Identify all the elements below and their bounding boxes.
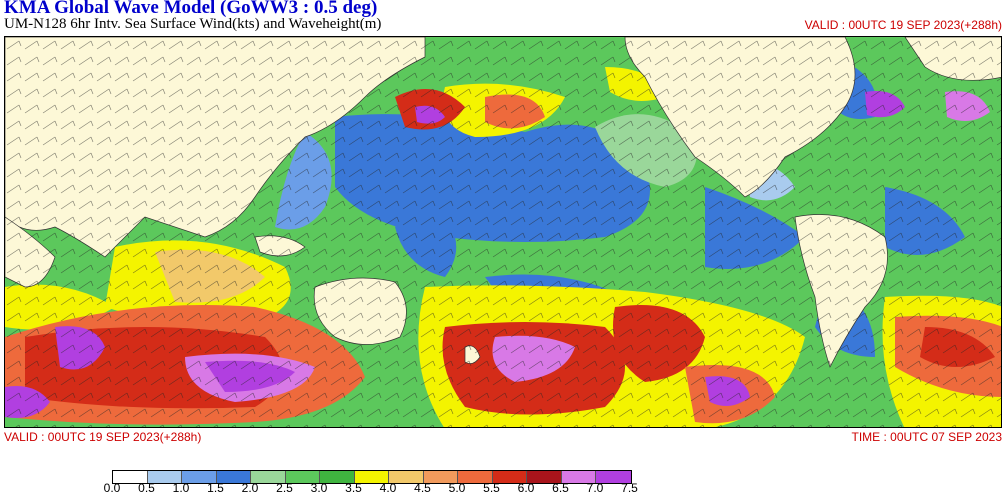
colorbar-swatch (596, 471, 631, 483)
colorbar-label: 7.5 (621, 481, 638, 495)
map-title: KMA Global Wave Model (GoWW3 : 0.5 deg) (4, 0, 378, 18)
valid-time-top: VALID : 00UTC 19 SEP 2023(+288h) (804, 18, 1002, 32)
map-subtitle: UM-N128 6hr Intv. Sea Surface Wind(kts) … (4, 16, 382, 32)
colorbar-label: 4.5 (414, 481, 431, 495)
colorbar-swatch (147, 471, 182, 483)
colorbar-swatch (492, 471, 527, 483)
colorbar-swatch (182, 471, 217, 483)
colorbar (112, 470, 632, 484)
colorbar-label: 6.5 (552, 481, 569, 495)
colorbar-label: 2.0 (241, 481, 259, 495)
colorbar-label: 1.0 (172, 481, 190, 495)
wave-height-map (4, 36, 1002, 428)
colorbar-swatch (423, 471, 458, 483)
colorbar-label: 1.5 (207, 481, 224, 495)
colorbar-label: 6.0 (517, 481, 535, 495)
colorbar-label: 0.5 (138, 481, 155, 495)
colorbar-labels: 0.0 0.5 1.0 1.5 2.0 2.5 3.0 3.5 4.0 4.5 5.0 5.5 6.0 6… (0, 481, 1006, 496)
colorbar-swatch (113, 471, 148, 483)
colorbar-swatch (389, 471, 424, 483)
wind-barbs (5, 37, 1001, 427)
colorbar-label: 3.0 (310, 481, 328, 495)
colorbar-swatch (285, 471, 320, 483)
colorbar-label: 0.0 (103, 481, 121, 495)
colorbar-swatch (320, 471, 355, 483)
colorbar-label: 3.5 (345, 481, 362, 495)
colorbar-label: 5.0 (448, 481, 466, 495)
colorbar-swatch (527, 471, 562, 483)
colorbar-swatch (354, 471, 389, 483)
colorbar-label: 2.5 (276, 481, 293, 495)
colorbar-label: 7.0 (586, 481, 604, 495)
valid-time-bottom: VALID : 00UTC 19 SEP 2023(+288h) (4, 430, 202, 444)
colorbar-swatch (251, 471, 286, 483)
init-time: TIME : 00UTC 07 SEP 2023 (851, 430, 1002, 444)
colorbar-label: 5.5 (483, 481, 500, 495)
colorbar-label: 4.0 (379, 481, 397, 495)
colorbar-swatch (561, 471, 596, 483)
colorbar-swatch (216, 471, 251, 483)
colorbar-swatch (458, 471, 493, 483)
